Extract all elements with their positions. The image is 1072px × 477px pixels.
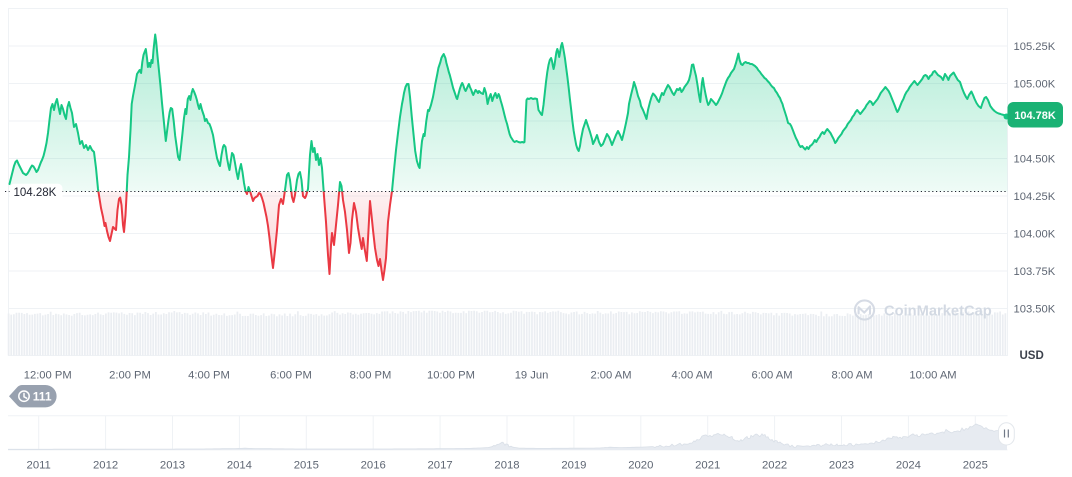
svg-text:2012: 2012 (93, 460, 118, 472)
svg-text:2020: 2020 (628, 460, 653, 472)
svg-text:104.28K: 104.28K (14, 187, 57, 199)
svg-text:104.50K: 104.50K (1014, 154, 1056, 166)
svg-text:2014: 2014 (227, 460, 252, 472)
svg-text:CoinMarketCap: CoinMarketCap (884, 304, 992, 320)
svg-text:104.25K: 104.25K (1014, 191, 1056, 203)
svg-text:2017: 2017 (428, 460, 453, 472)
svg-text:2022: 2022 (762, 460, 787, 472)
svg-text:2023: 2023 (829, 460, 854, 472)
svg-text:2016: 2016 (361, 460, 386, 472)
svg-text:2019: 2019 (561, 460, 586, 472)
svg-text:19 Jun: 19 Jun (515, 369, 549, 381)
svg-text:USD: USD (1020, 350, 1044, 362)
svg-text:103.50K: 103.50K (1014, 304, 1056, 316)
svg-text:2021: 2021 (695, 460, 720, 472)
svg-text:6:00 AM: 6:00 AM (751, 369, 792, 381)
svg-text:6:00 PM: 6:00 PM (270, 369, 312, 381)
svg-text:2025: 2025 (963, 460, 988, 472)
svg-text:10:00 PM: 10:00 PM (427, 369, 475, 381)
svg-text:105.00K: 105.00K (1014, 79, 1056, 91)
svg-text:2024: 2024 (896, 460, 921, 472)
svg-text:2013: 2013 (160, 460, 185, 472)
svg-text:2018: 2018 (494, 460, 519, 472)
svg-text:103.75K: 103.75K (1014, 266, 1056, 278)
svg-text:2011: 2011 (27, 460, 51, 472)
svg-text:2:00 PM: 2:00 PM (109, 369, 151, 381)
svg-text:4:00 AM: 4:00 AM (671, 369, 712, 381)
svg-text:10:00 AM: 10:00 AM (909, 369, 956, 381)
svg-text:12:00 PM: 12:00 PM (24, 369, 72, 381)
svg-text:2:00 AM: 2:00 AM (590, 369, 631, 381)
svg-text:2015: 2015 (294, 460, 319, 472)
svg-text:104.00K: 104.00K (1014, 229, 1056, 241)
svg-text:111: 111 (33, 390, 52, 404)
svg-text:105.25K: 105.25K (1014, 41, 1056, 53)
svg-text:8:00 PM: 8:00 PM (350, 369, 392, 381)
svg-text:8:00 AM: 8:00 AM (831, 369, 872, 381)
svg-text:4:00 PM: 4:00 PM (188, 369, 230, 381)
svg-text:104.78K: 104.78K (1014, 110, 1056, 122)
